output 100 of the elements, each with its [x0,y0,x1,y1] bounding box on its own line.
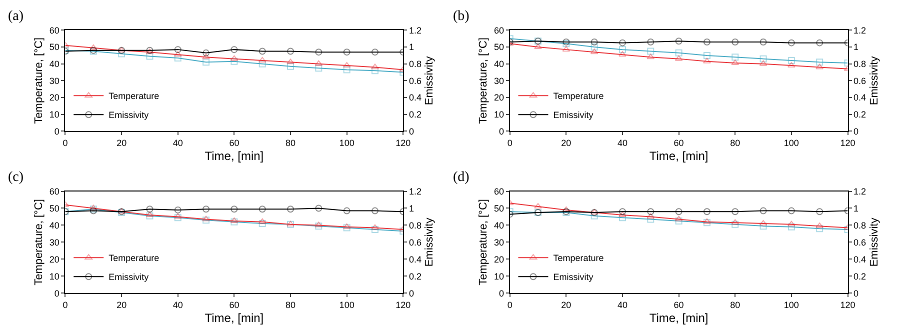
legend-label: Emissivity [553,110,594,120]
point [534,44,542,50]
x-tick-label: 80 [730,300,740,310]
point [174,51,182,57]
y2-tick-label: 0.4 [408,254,422,264]
x-tick-label: 0 [507,300,512,310]
x-tick-label: 60 [229,300,240,310]
y-tick-label: 20 [49,92,60,103]
x-tick-label: 40 [172,300,183,310]
point [590,48,598,54]
x-tick-label: 60 [674,138,684,148]
y-tick-label: 40 [494,59,504,70]
chart-title: (a) [8,9,24,24]
x-tick-label: 100 [784,138,799,148]
y2-axis-title: Emissivity [424,217,436,267]
y2-tick-label: 0.8 [408,220,422,230]
point [816,222,824,228]
y-tick-label: 10 [494,271,504,282]
y2-tick-label: 0.4 [408,92,422,103]
x-tick-label: 80 [286,300,296,310]
y-tick-label: 20 [494,254,504,264]
y-tick-label: 30 [49,237,60,248]
y2-tick-label: 0.4 [854,254,866,264]
y2-tick-label: 0 [408,126,414,136]
x-tick-label: 20 [116,300,127,310]
y2-tick-label: 0.6 [408,76,422,86]
y2-axis-title: Emissivity [868,56,880,106]
legend-label: Temperature [108,91,160,102]
point [674,216,683,222]
point [89,204,98,210]
y-tick-label: 20 [49,254,60,264]
x-tick-label: 60 [229,138,240,148]
x-tick-label: 80 [730,138,740,148]
y-tick-label: 20 [494,92,504,103]
x-tick-label: 100 [339,300,354,310]
legend-label: Temperature [553,253,604,264]
x-tick-label: 0 [62,300,68,310]
point [646,213,655,219]
y2-tick-label: 0.2 [854,271,866,282]
y-tick-label: 10 [49,109,60,120]
legend-label: Temperature [553,91,604,102]
legend-label: Emissivity [108,110,150,120]
x-tick-label: 60 [674,300,684,310]
x-axis-title: Time, [min] [649,148,708,163]
point [618,51,626,57]
legend-label: Emissivity [108,272,150,282]
y-tick-label: 30 [49,76,60,86]
point [646,54,655,60]
y-tick-label: 50 [494,42,504,52]
point [286,58,294,64]
y-axis-title: Temperature, [°C] [33,199,46,286]
point [534,203,542,209]
x-tick-label: 0 [62,138,68,148]
y2-tick-label: 0.8 [408,59,422,70]
x-tick-label: 120 [396,138,411,148]
legend-label: Emissivity [553,272,594,282]
point [759,220,768,226]
point [230,217,238,223]
y-tick-label: 0 [54,288,60,298]
x-tick-label: 40 [617,300,628,310]
point [314,222,323,228]
y2-tick-label: 0.8 [854,220,866,230]
point [787,62,796,68]
point [202,216,210,222]
chart-title: (c) [8,170,24,185]
chart-title: (b) [453,9,470,24]
y-tick-label: 0 [499,126,504,136]
x-tick-label: 0 [507,138,512,148]
y2-tick-label: 1.2 [408,186,422,196]
y2-tick-label: 0 [854,288,859,298]
y2-tick-label: 0.4 [854,92,866,103]
y-tick-label: 0 [54,126,60,136]
y2-tick-label: 0 [408,288,414,298]
point [342,62,351,68]
y-tick-label: 30 [494,76,504,86]
x-axis-title: Time, [min] [204,148,264,163]
point [371,64,379,70]
y2-tick-label: 0.2 [408,271,422,282]
point [174,213,182,219]
x-tick-label: 120 [396,300,411,310]
y2-tick-label: 0 [854,126,859,136]
y-tick-label: 60 [494,25,504,36]
y2-tick-label: 1.2 [408,25,422,36]
y2-axis-title: Emissivity [424,56,436,106]
point [202,54,210,60]
y-tick-label: 40 [49,59,60,70]
y2-axis-title: Emissivity [868,217,880,267]
point [562,46,570,52]
y2-tick-label: 1 [854,203,859,214]
x-tick-label: 120 [840,300,856,310]
y2-tick-label: 0.2 [408,109,422,120]
y-tick-label: 50 [494,203,504,214]
y2-tick-label: 0.8 [854,59,866,70]
y2-tick-label: 1 [408,42,414,52]
y2-tick-label: 0.2 [854,109,866,120]
point [371,224,379,230]
x-tick-label: 20 [116,138,127,148]
y-tick-label: 0 [499,288,504,298]
y2-tick-label: 0.6 [854,76,866,86]
x-tick-label: 100 [784,300,799,310]
